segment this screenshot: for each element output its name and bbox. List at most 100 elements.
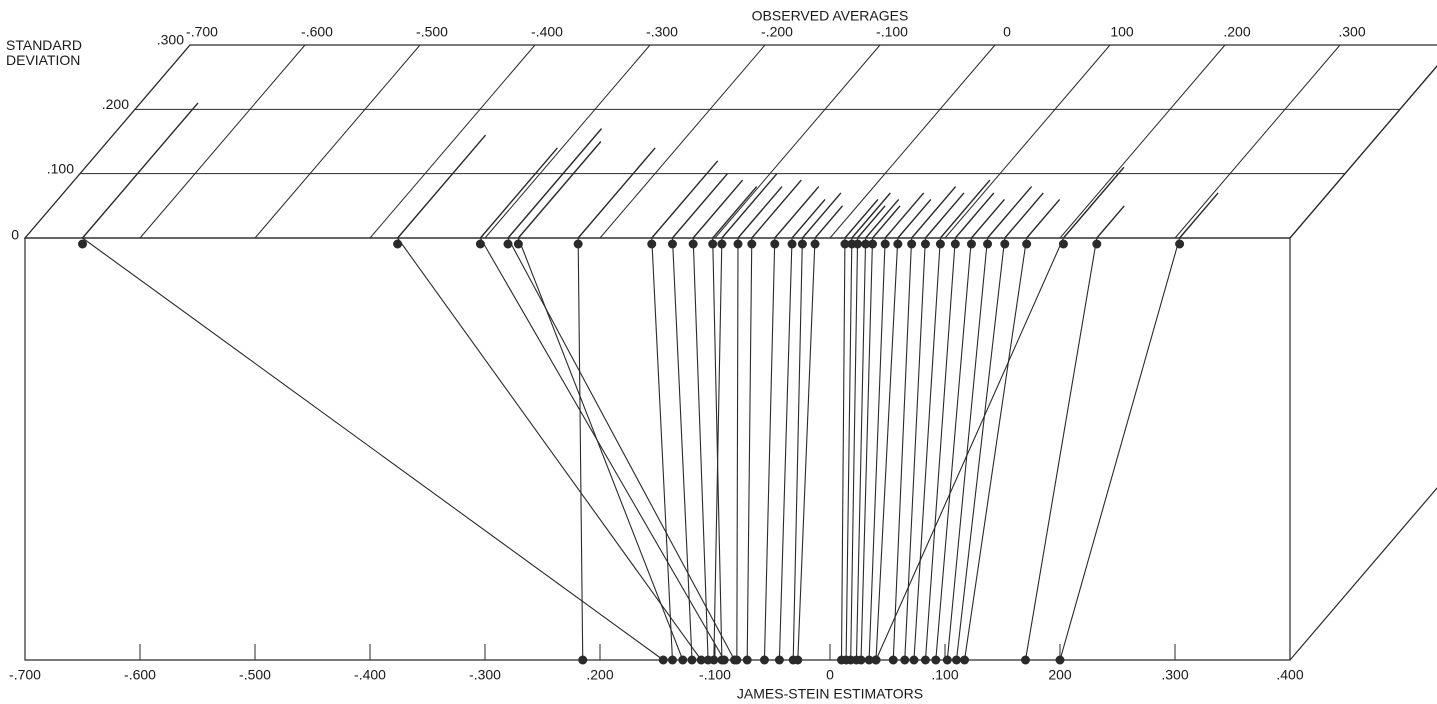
connector	[651, 237, 673, 661]
bottom-tick-label: -.700	[9, 667, 41, 683]
side-face	[1289, 65, 1437, 661]
connector	[955, 237, 1006, 661]
observed-dot	[503, 239, 513, 249]
sd-stick	[814, 205, 844, 239]
observed-dot	[950, 239, 960, 249]
connector	[746, 237, 753, 661]
sd-stick	[737, 186, 783, 239]
js-dot	[931, 655, 941, 665]
bottom-tick-label: 0	[826, 667, 834, 683]
top-tick-label: .300	[1338, 24, 1365, 40]
top-tick-label: -.300	[646, 24, 678, 40]
js-dot	[696, 655, 706, 665]
js-dot	[864, 655, 874, 665]
sd-stick	[577, 147, 656, 239]
sd-stick	[1062, 166, 1125, 239]
js-dot	[732, 655, 742, 665]
js-dot	[578, 655, 588, 665]
js-dot	[678, 655, 688, 665]
bottom-tick-label: .100	[931, 667, 958, 683]
observed-dot	[647, 239, 657, 249]
bottom-tick-label: 200	[1048, 667, 1072, 683]
connector	[868, 237, 886, 661]
connector	[855, 237, 867, 661]
observed-dot	[880, 239, 890, 249]
grid-line	[1174, 44, 1341, 239]
sd-stick	[1096, 205, 1125, 239]
connector	[964, 237, 1028, 661]
z-tick-label: .300	[157, 32, 184, 48]
observed-dot	[797, 239, 807, 249]
top-tick-label: -.200	[761, 24, 793, 40]
observed-dot	[1175, 239, 1185, 249]
connector	[792, 237, 803, 661]
observed-dot	[573, 239, 583, 249]
connector	[778, 237, 793, 661]
observed-dot	[475, 239, 485, 249]
js-dot	[888, 655, 898, 665]
js-dot	[960, 655, 970, 665]
z-tick-label: .100	[47, 160, 74, 176]
bottom-tick-label: .300	[1161, 667, 1188, 683]
observed-dot	[810, 239, 820, 249]
observed-dot	[868, 239, 878, 249]
observed-dot	[688, 239, 698, 249]
connector	[946, 237, 989, 661]
observed-dot	[733, 239, 743, 249]
connector	[479, 237, 725, 661]
connector	[1024, 237, 1098, 661]
observed-dot	[770, 239, 780, 249]
sd-stick	[692, 179, 744, 239]
sd-stick	[774, 186, 820, 239]
connector	[577, 237, 584, 661]
grid-line	[1059, 44, 1226, 239]
grid-line	[139, 44, 306, 239]
grid-line	[599, 44, 766, 239]
js-dot	[856, 655, 866, 665]
js-dot	[871, 655, 881, 665]
connector	[850, 237, 859, 661]
top-tick-label: .200	[1223, 24, 1250, 40]
connector	[671, 237, 693, 661]
observed-dot	[787, 239, 797, 249]
js-dot	[1021, 655, 1030, 665]
js-dot	[942, 655, 952, 665]
connector	[904, 237, 926, 661]
observed-dot	[717, 239, 727, 249]
sd-stick	[479, 147, 558, 239]
js-dot	[687, 655, 697, 665]
js-dot	[909, 655, 919, 665]
front-face	[24, 237, 1291, 661]
connector	[845, 237, 853, 661]
sd-stick	[970, 198, 1005, 239]
observed-dot	[966, 239, 976, 249]
connector	[913, 237, 941, 661]
sd-stick	[671, 173, 728, 239]
top-tick-label: 100	[1110, 24, 1134, 40]
top-face	[23, 44, 1437, 239]
sd-stick	[954, 192, 995, 239]
sd-stick	[911, 186, 957, 239]
sd-stick	[987, 186, 1033, 239]
sd-stick	[1026, 198, 1061, 239]
js-dot	[952, 655, 961, 665]
sd-stick	[857, 205, 886, 239]
connector	[797, 237, 816, 661]
js-dot	[717, 655, 727, 665]
observed-dot	[393, 239, 403, 249]
js-dot	[793, 655, 803, 665]
observed-dot	[893, 239, 903, 249]
grid-line	[484, 44, 651, 239]
sd-stick	[801, 192, 842, 239]
connector	[736, 237, 739, 661]
observed-dot	[78, 239, 87, 249]
top-tick-label: -.400	[531, 24, 563, 40]
js-dot	[658, 655, 668, 665]
connector	[875, 237, 899, 661]
connector	[935, 237, 972, 661]
z-tick-label: .200	[102, 96, 129, 112]
grid-line	[254, 44, 421, 239]
observed-dot	[1058, 239, 1068, 249]
connector	[712, 237, 723, 661]
sd-stick	[651, 160, 719, 239]
